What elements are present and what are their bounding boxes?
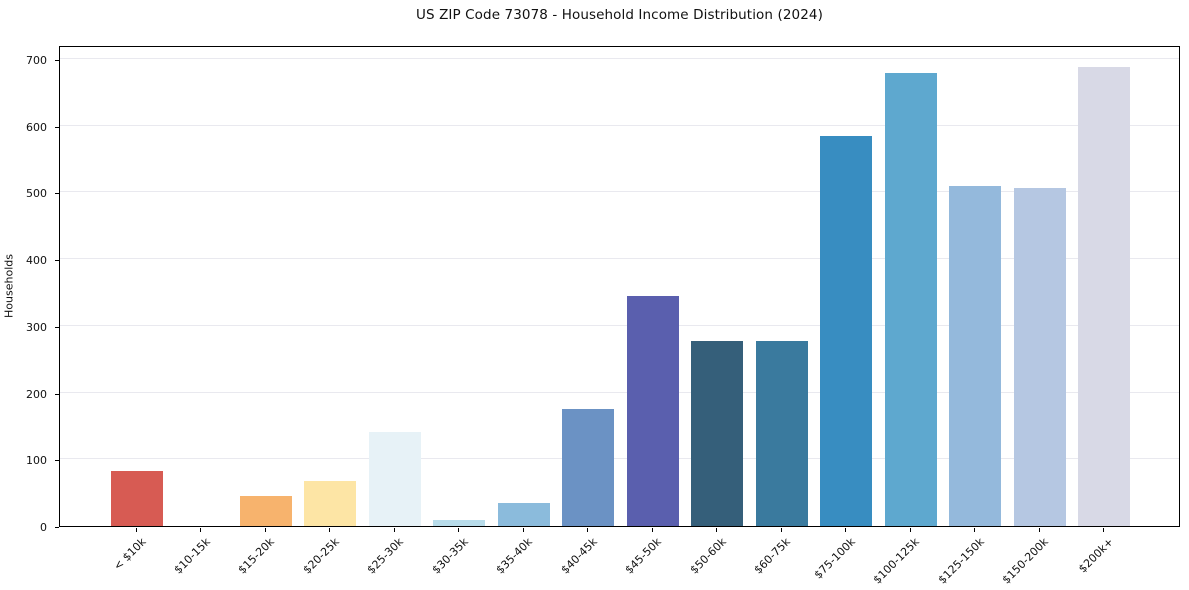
y-tick-label: 400 (26, 254, 47, 268)
x-tick-label: $60-75k (751, 535, 794, 577)
x-tick-mark (1103, 528, 1105, 532)
bar (1078, 67, 1131, 526)
x-tick-mark (200, 528, 202, 532)
plot-area (59, 46, 1180, 527)
y-tick-label: 300 (26, 320, 47, 334)
x-tick-label: $25-30k (364, 535, 407, 577)
x-tick-label: $10-15k (171, 535, 213, 577)
x-tick-mark (1038, 528, 1040, 532)
y-tick-mark (55, 393, 59, 395)
y-tick-label: 700 (26, 54, 47, 67)
gridline (60, 391, 1179, 393)
y-tick-mark (55, 326, 59, 328)
x-tick-mark (393, 528, 395, 532)
x-tick-label: $40-45k (558, 535, 600, 577)
x-tick-mark (845, 528, 847, 532)
y-tick-label: 600 (26, 120, 47, 134)
x-tick-mark (329, 528, 331, 532)
x-tick-label: $50-60k (687, 535, 729, 577)
gridline (60, 58, 1179, 60)
x-tick-mark (716, 528, 718, 532)
y-tick-mark (55, 126, 59, 128)
x-tick-mark (135, 528, 137, 532)
bar (820, 135, 873, 526)
gridline (60, 324, 1179, 326)
bar (110, 470, 163, 526)
x-tick-label: $125-150k (935, 535, 987, 587)
y-tick-mark (55, 193, 59, 195)
x-tick-mark (780, 528, 782, 532)
bar (755, 340, 808, 526)
bar (433, 520, 486, 526)
x-tick-mark (264, 528, 266, 532)
x-tick-mark (974, 528, 976, 532)
x-tick-label: $45-50k (622, 535, 665, 577)
y-tick-label: 500 (26, 187, 47, 201)
bar (626, 295, 679, 526)
y-tick-mark (55, 60, 59, 61)
x-tick-label: $200k+ (1075, 535, 1116, 576)
bar (562, 408, 615, 526)
x-tick-mark (651, 528, 653, 532)
x-tick-label: $100-125k (871, 535, 923, 587)
y-tick-mark (55, 527, 59, 528)
gridline (60, 124, 1179, 126)
x-tick-label: < $10k (110, 535, 149, 573)
x-tick-label: $30-35k (429, 535, 471, 577)
x-tick-label: $35-40k (493, 535, 536, 577)
bar (884, 73, 937, 526)
bar (949, 186, 1002, 526)
x-tick-mark (458, 528, 460, 532)
x-tick-label: $15-20k (235, 535, 278, 577)
x-tick-label: $150-200k (1000, 535, 1052, 587)
x-tick-label: $75-100k (811, 535, 858, 582)
y-tick-label: 200 (26, 387, 47, 401)
x-tick-mark (909, 528, 911, 532)
x-tick-label: $20-25k (300, 535, 342, 577)
y-tick-mark (55, 460, 59, 462)
bar (1013, 187, 1066, 526)
gridline (60, 458, 1179, 460)
gridline (60, 258, 1179, 260)
y-tick-label: 100 (26, 454, 47, 468)
x-tick-mark (587, 528, 589, 532)
gridline (60, 191, 1179, 193)
y-tick-mark (55, 260, 59, 262)
chart-title: US ZIP Code 73078 - Household Income Dis… (416, 7, 823, 23)
bar (497, 502, 550, 526)
bar (691, 340, 744, 526)
bar (304, 481, 357, 526)
x-tick-mark (522, 528, 524, 532)
bar (368, 431, 421, 526)
y-tick-label: 0 (40, 521, 47, 534)
bar (239, 495, 292, 526)
